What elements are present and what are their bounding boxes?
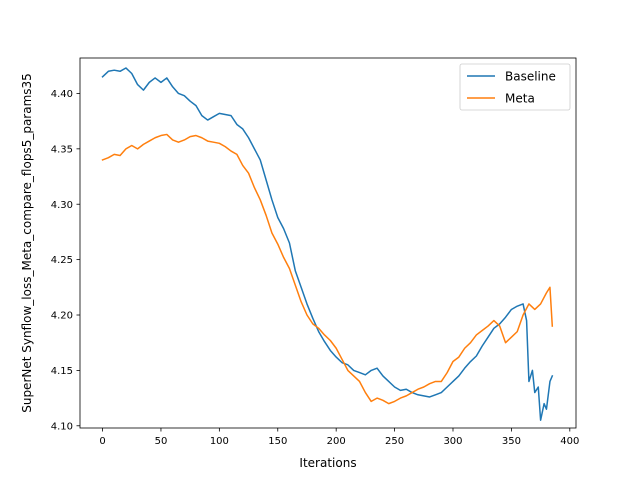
x-tick-label: 400: [560, 436, 579, 447]
y-tick-label: 4.25: [51, 255, 73, 266]
series-line-meta: [101, 133, 554, 405]
series-line-baseline: [101, 67, 554, 421]
x-tick-label: 100: [210, 436, 229, 447]
y-tick-label: 4.30: [51, 200, 73, 211]
x-tick-label: 250: [385, 436, 404, 447]
axes-frame: [79, 57, 577, 429]
y-tick-label: 4.10: [51, 421, 73, 432]
y-tick-label: 4.40: [51, 89, 73, 100]
x-tick-label: 50: [155, 436, 168, 447]
y-tick-label: 4.20: [51, 311, 73, 322]
axes-layer: 0 50 100 150 200 250 300 350 400 4.10 4.15 4.20 4.25…: [51, 57, 579, 447]
y-tick-label: 4.15: [51, 366, 73, 377]
series-layer: [101, 67, 554, 421]
y-tick-label: 4.35: [51, 144, 73, 155]
x-tick-label: 200: [327, 436, 346, 447]
x-tick-label: 150: [268, 436, 287, 447]
x-tick-label: 0: [99, 436, 105, 447]
x-tick-label: 300: [443, 436, 462, 447]
plot-background: [80, 58, 576, 428]
legend-label-baseline: Baseline: [505, 70, 556, 84]
y-axis-label: SuperNet Synflow_loss_Meta_compare_flops…: [20, 73, 34, 413]
x-axis-label: Iterations: [299, 456, 356, 470]
legend: Baseline Meta: [459, 63, 571, 111]
legend-label-meta: Meta: [505, 92, 535, 106]
x-tick-label: 350: [502, 436, 521, 447]
